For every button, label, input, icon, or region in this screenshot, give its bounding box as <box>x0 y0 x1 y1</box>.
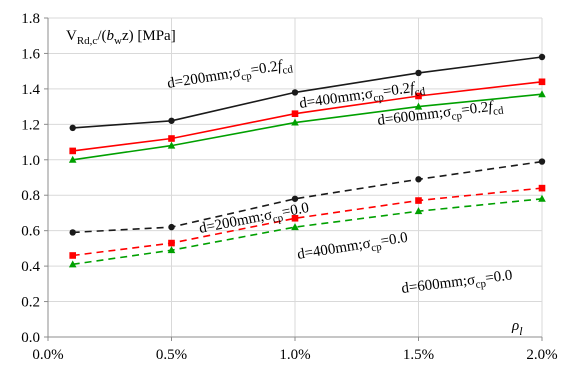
data-point <box>415 69 422 77</box>
series-layer <box>68 53 546 268</box>
y-tick-label: 0.8 <box>21 188 40 204</box>
series-line <box>72 160 543 234</box>
data-point <box>291 214 299 222</box>
data-point <box>167 246 176 254</box>
series-3 <box>68 90 546 163</box>
data-point <box>69 124 76 132</box>
data-point <box>414 102 423 110</box>
data-point <box>414 207 423 215</box>
series-6 <box>68 194 546 268</box>
x-axis-label: ρl <box>511 318 523 338</box>
x-tick-label: 2.0% <box>526 347 557 363</box>
x-tick-label: 1.5% <box>403 347 434 363</box>
series-2 <box>69 78 546 155</box>
data-point <box>68 260 77 268</box>
data-point <box>168 239 175 247</box>
y-tick-label: 1.0 <box>21 153 40 169</box>
data-point <box>538 78 546 86</box>
series-5 <box>69 184 546 259</box>
data-point <box>168 117 175 124</box>
data-point <box>291 118 299 126</box>
data-point <box>415 92 422 100</box>
data-point <box>538 53 546 61</box>
y-tick-label: 0.2 <box>21 295 40 311</box>
y-tick-label: 0.0 <box>21 330 40 346</box>
x-tick-label: 1.0% <box>279 347 310 363</box>
data-point <box>291 89 299 96</box>
data-point <box>415 197 422 204</box>
data-point <box>291 195 299 202</box>
data-point <box>69 229 76 236</box>
series-label: d=400mm;σcp=0.0 <box>296 230 409 266</box>
data-point <box>415 176 422 183</box>
y-tick-label: 1.6 <box>21 46 40 62</box>
x-tick-label: 0.0% <box>32 347 63 363</box>
series-label: d=600mm;σcp=0.2fcd <box>377 98 505 132</box>
series-line <box>72 187 543 257</box>
y-tick-label: 0.4 <box>21 259 40 275</box>
series-label: d=600mm;σcp=0.0 <box>401 267 514 299</box>
data-point <box>291 110 299 117</box>
annotation-layer: d=200mm;σcp=0.2fcdd=400mm;σcp=0.2fcdd=60… <box>166 58 514 299</box>
data-point <box>538 184 546 192</box>
data-point <box>68 155 77 163</box>
y-axis-label: VRd,c/(bwz) [MPa] <box>66 28 176 47</box>
series-1 <box>69 53 546 132</box>
data-point <box>168 223 175 231</box>
data-point <box>69 252 76 259</box>
data-point <box>538 90 546 98</box>
x-tick-label: 0.5% <box>156 347 187 363</box>
y-tick-label: 1.2 <box>21 117 40 133</box>
data-point <box>168 135 175 142</box>
data-point <box>69 147 76 155</box>
data-point <box>167 141 176 149</box>
y-tick-label: 1.4 <box>21 82 40 98</box>
y-tick-label: 1.8 <box>21 11 40 27</box>
data-point <box>291 223 299 231</box>
series-4 <box>69 158 546 236</box>
data-point <box>538 194 546 202</box>
axes: 0.0 0.2 0.4 0.6 0.8 1.0 1.2 1.4 1.6 1.8 0.0% 0.5% 1.… <box>21 11 557 363</box>
series-line <box>72 198 543 266</box>
y-tick-label: 0.6 <box>21 224 40 240</box>
data-point <box>538 158 546 165</box>
